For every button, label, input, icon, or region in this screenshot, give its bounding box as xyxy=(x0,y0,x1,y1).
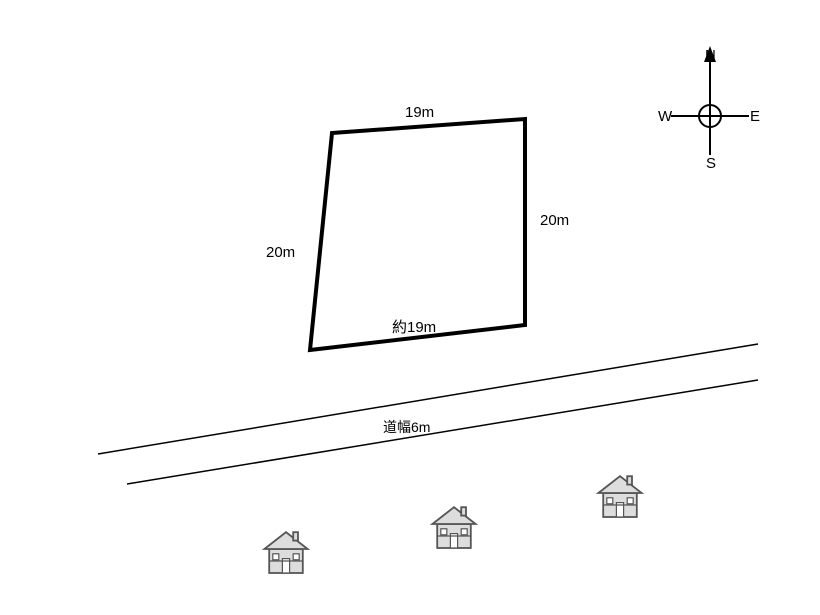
compass-e-label: E xyxy=(750,108,760,125)
road-edge-lower xyxy=(127,380,758,484)
plot-diagram: 19m 20m 20m 約19m 道幅6m N S E W xyxy=(0,0,820,615)
dim-right: 20m xyxy=(540,212,569,229)
house-icon xyxy=(432,507,475,548)
compass-s-label: S xyxy=(706,155,716,172)
house-icons-group xyxy=(264,476,641,573)
lot-boundary xyxy=(310,119,525,350)
house-icon xyxy=(264,532,307,573)
road-edge-upper xyxy=(98,344,758,454)
compass-w-label: W xyxy=(658,108,673,125)
compass-n-label: N xyxy=(705,47,716,64)
dim-left: 20m xyxy=(266,244,295,261)
house-icon xyxy=(598,476,641,517)
dim-top: 19m xyxy=(405,104,434,121)
dim-bottom: 約19m xyxy=(392,319,436,336)
compass-rose: N S E W xyxy=(658,46,760,172)
road-width-label: 道幅6m xyxy=(383,419,430,435)
